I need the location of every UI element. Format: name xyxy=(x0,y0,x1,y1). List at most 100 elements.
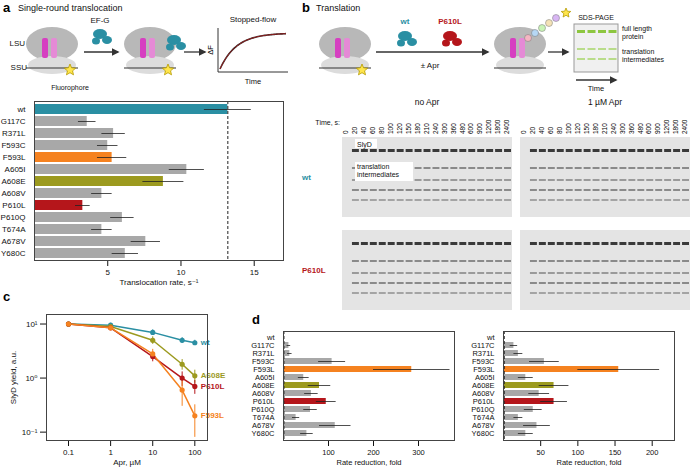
svg-text:Rate reduction, fold: Rate reduction, fold xyxy=(336,458,401,467)
svg-text:300: 300 xyxy=(412,448,425,457)
svg-text:100: 100 xyxy=(387,123,394,134)
svg-text:150: 150 xyxy=(405,123,412,134)
svg-text:intermediates: intermediates xyxy=(622,56,665,63)
svg-text:wt: wt xyxy=(400,17,410,26)
svg-text:SlyD yield, a.u.: SlyD yield, a.u. xyxy=(9,351,18,404)
svg-text:A605I: A605I xyxy=(5,165,26,174)
svg-text:F593C: F593C xyxy=(1,141,25,150)
svg-text:intermediates: intermediates xyxy=(357,171,400,178)
svg-text:100: 100 xyxy=(565,123,572,134)
svg-text:10⁻¹: 10⁻¹ xyxy=(22,428,38,437)
svg-text:Time: Time xyxy=(245,77,261,86)
svg-text:1200: 1200 xyxy=(485,119,492,134)
svg-text:P610L: P610L xyxy=(201,382,225,391)
svg-text:240: 240 xyxy=(610,123,617,134)
svg-text:P610L: P610L xyxy=(302,266,326,275)
svg-text:protein: protein xyxy=(622,33,644,41)
svg-text:2400: 2400 xyxy=(681,119,688,134)
svg-text:T674A: T674A xyxy=(2,225,26,234)
svg-text:60: 60 xyxy=(369,126,376,134)
svg-text:100: 100 xyxy=(188,448,202,457)
svg-text:150: 150 xyxy=(583,123,590,134)
svg-text:10: 10 xyxy=(177,268,186,277)
svg-text:Rate reduction, fold: Rate reduction, fold xyxy=(556,458,621,467)
svg-text:translation: translation xyxy=(622,48,654,55)
svg-text:Single-round translocation: Single-round translocation xyxy=(18,3,123,13)
svg-text:210: 210 xyxy=(423,123,430,134)
svg-text:80: 80 xyxy=(378,126,385,134)
svg-text:100: 100 xyxy=(572,448,585,457)
svg-text:SlyD: SlyD xyxy=(357,141,372,149)
svg-text:40: 40 xyxy=(538,126,545,134)
svg-text:150: 150 xyxy=(609,448,622,457)
svg-text:SDS-PAGE: SDS-PAGE xyxy=(578,14,614,21)
svg-text:A608V: A608V xyxy=(1,189,26,198)
svg-text:wt: wt xyxy=(200,338,210,347)
svg-text:Fluorophore: Fluorophore xyxy=(51,84,89,92)
svg-text:180: 180 xyxy=(592,123,599,134)
svg-text:A608E: A608E xyxy=(201,371,226,380)
svg-text:360: 360 xyxy=(450,123,457,134)
svg-text:80: 80 xyxy=(556,126,563,134)
svg-text:LSU: LSU xyxy=(9,39,25,48)
svg-text:translation: translation xyxy=(357,163,389,170)
svg-text:300: 300 xyxy=(619,123,626,134)
svg-text:360: 360 xyxy=(628,123,635,134)
svg-text:EF-G: EF-G xyxy=(90,16,109,25)
svg-text:Time: Time xyxy=(588,84,604,93)
svg-text:600: 600 xyxy=(645,123,652,134)
svg-text:1: 1 xyxy=(108,448,113,457)
svg-text:200: 200 xyxy=(367,448,380,457)
svg-text:R371L: R371L xyxy=(2,129,26,138)
svg-text:40: 40 xyxy=(360,126,367,134)
svg-text:10: 10 xyxy=(148,448,157,457)
svg-text:0: 0 xyxy=(520,130,527,134)
svg-text:10⁰: 10⁰ xyxy=(25,374,37,383)
svg-text:10¹: 10¹ xyxy=(26,320,38,329)
svg-text:480: 480 xyxy=(637,123,644,134)
svg-text:180: 180 xyxy=(414,123,421,134)
svg-text:P610L: P610L xyxy=(2,201,26,210)
svg-text:900: 900 xyxy=(476,123,483,134)
svg-text:600: 600 xyxy=(467,123,474,134)
svg-text:Stopped-flow: Stopped-flow xyxy=(230,15,277,24)
svg-text:P610Q: P610Q xyxy=(1,213,26,222)
svg-text:1800: 1800 xyxy=(672,119,679,134)
svg-text:210: 210 xyxy=(601,123,608,134)
svg-text:Translocation rate, s⁻¹: Translocation rate, s⁻¹ xyxy=(119,278,198,287)
svg-text:1800: 1800 xyxy=(494,119,501,134)
svg-text:full length: full length xyxy=(622,25,652,33)
svg-text:Time, s:: Time, s: xyxy=(315,119,340,126)
svg-text:wt: wt xyxy=(301,173,311,182)
svg-text:480: 480 xyxy=(459,123,466,134)
svg-text:900: 900 xyxy=(654,123,661,134)
svg-text:1200: 1200 xyxy=(663,119,670,134)
svg-text:no Apr: no Apr xyxy=(415,97,440,107)
svg-text:15: 15 xyxy=(250,268,259,277)
svg-text:ΔF: ΔF xyxy=(206,45,215,55)
svg-text:100: 100 xyxy=(322,448,335,457)
svg-text:SSU: SSU xyxy=(11,63,28,72)
svg-text:200: 200 xyxy=(646,448,659,457)
svg-text:60: 60 xyxy=(547,126,554,134)
svg-text:Apr, µM: Apr, µM xyxy=(113,458,141,467)
svg-text:wt: wt xyxy=(17,105,27,114)
svg-text:120: 120 xyxy=(396,123,403,134)
svg-text:Y680C: Y680C xyxy=(252,429,276,438)
svg-text:A678V: A678V xyxy=(1,237,26,246)
svg-text:P610L: P610L xyxy=(438,17,462,26)
svg-text:50: 50 xyxy=(537,448,545,457)
svg-text:Y680C: Y680C xyxy=(1,249,26,258)
svg-text:G117C: G117C xyxy=(1,117,26,126)
svg-text:20: 20 xyxy=(529,126,536,134)
svg-text:0: 0 xyxy=(342,130,349,134)
svg-text:Y680C: Y680C xyxy=(472,429,496,438)
svg-text:± Apr: ± Apr xyxy=(421,61,440,70)
svg-text:5: 5 xyxy=(106,268,111,277)
svg-text:1 µM Apr: 1 µM Apr xyxy=(588,97,622,107)
svg-text:120: 120 xyxy=(574,123,581,134)
svg-text:F593L: F593L xyxy=(201,411,224,420)
svg-text:F593L: F593L xyxy=(3,153,26,162)
svg-text:240: 240 xyxy=(432,123,439,134)
svg-text:2400: 2400 xyxy=(503,119,510,134)
